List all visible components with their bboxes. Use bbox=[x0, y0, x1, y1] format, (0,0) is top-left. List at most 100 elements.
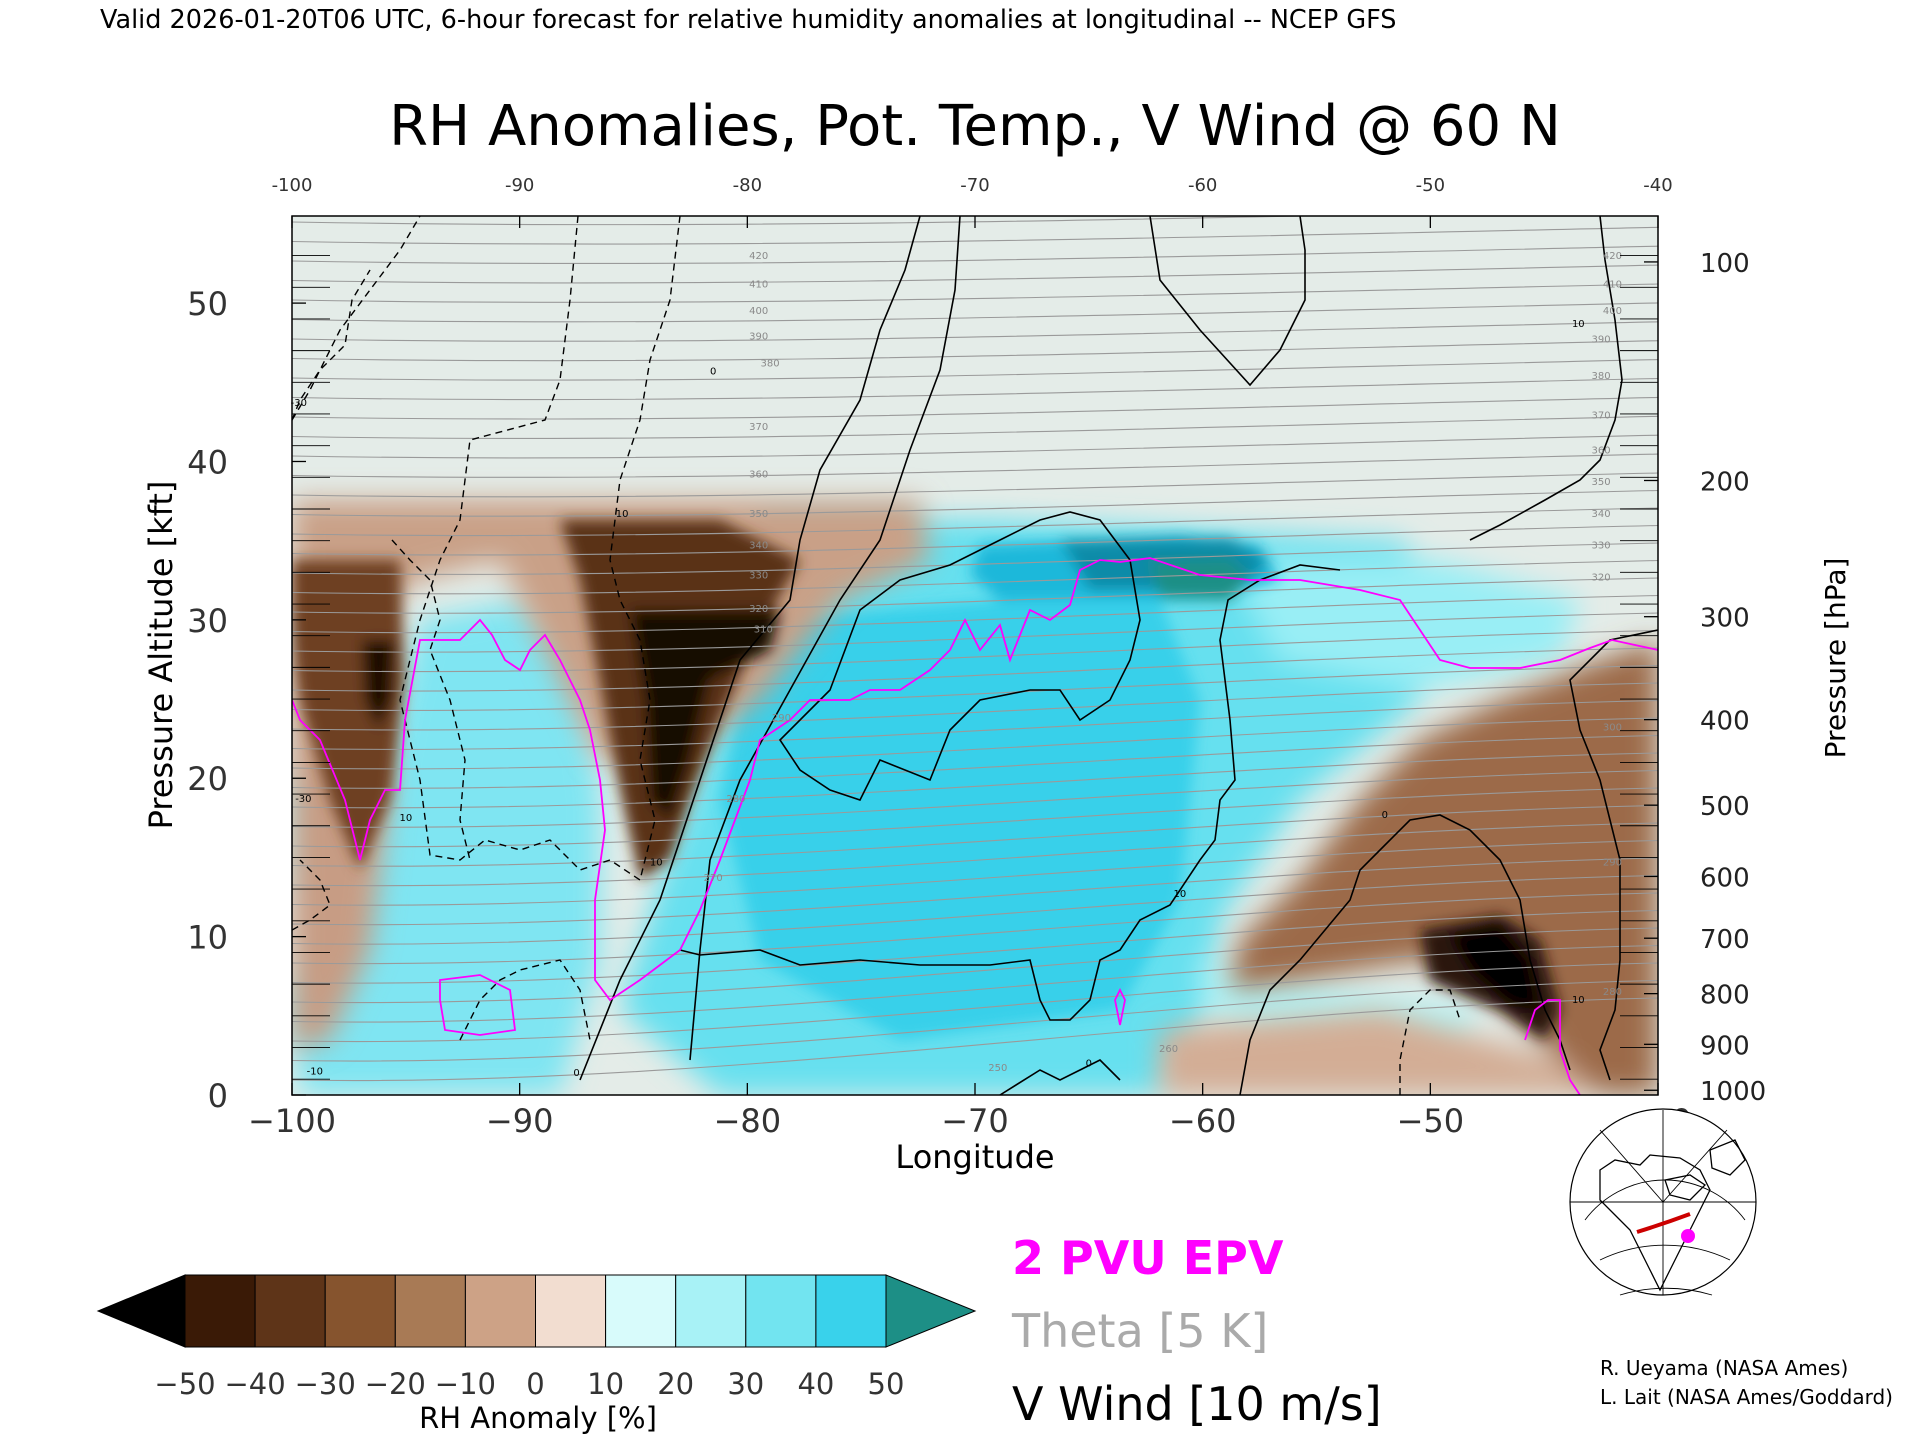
theta-isentrope bbox=[292, 472, 1658, 498]
valid-line: Valid 2026-01-20T06 UTC, 6-hour forecast… bbox=[100, 5, 1397, 35]
theta-label: 270 bbox=[704, 873, 723, 884]
theta-label: 400 bbox=[1603, 306, 1622, 317]
x-top-tick-label: -90 bbox=[505, 175, 534, 196]
rh-moist-core bbox=[720, 600, 1200, 1040]
theta-isentrope bbox=[292, 434, 1658, 459]
theta-isentrope bbox=[292, 415, 1658, 440]
wind-label: 10 bbox=[1174, 889, 1187, 900]
wind-label: -30 bbox=[295, 794, 311, 805]
y-left-tick-label: 20 bbox=[187, 760, 228, 798]
x-axis-label: Longitude bbox=[895, 1138, 1054, 1176]
theta-isentrope bbox=[292, 787, 1658, 848]
theta-isentrope bbox=[292, 944, 1658, 1023]
theta-label: 360 bbox=[749, 469, 768, 480]
wind-contour-dashed bbox=[292, 216, 421, 421]
epv-contours bbox=[292, 557, 1658, 1095]
wind-contour-dashed bbox=[399, 216, 681, 882]
colorbar-tick-label: −50 bbox=[154, 1367, 215, 1401]
wind-label: 10 bbox=[616, 509, 629, 520]
theta-isentrope bbox=[292, 927, 1658, 1004]
wind-label: 0 bbox=[710, 366, 716, 377]
wind-contour-dashed bbox=[459, 959, 591, 1041]
x-tick-label: −80 bbox=[714, 1102, 782, 1140]
theta-isentrope bbox=[292, 396, 1658, 420]
x-tick-label: −100 bbox=[248, 1102, 336, 1140]
inset-map-marker bbox=[1681, 1229, 1695, 1243]
theta-isentrope bbox=[292, 822, 1658, 887]
legend-epv: 2 PVU EPV bbox=[1012, 1231, 1284, 1285]
colorbar-swatch bbox=[324, 1274, 396, 1348]
colorbar-swatch bbox=[815, 1274, 887, 1348]
wind-contour bbox=[1149, 216, 1306, 387]
theta-label: 310 bbox=[754, 625, 773, 636]
wind-contour-dashed bbox=[292, 859, 331, 931]
pressure-tick-marks bbox=[292, 255, 1658, 1080]
colorbar-ticks: −50 −40 −30 −20 −10 0 10 20 30 40 50 bbox=[154, 1367, 904, 1401]
wind-contour bbox=[579, 216, 921, 1081]
theta-isentrope bbox=[292, 962, 1658, 1043]
theta-isentrope bbox=[292, 524, 1658, 556]
wind-label: 0 bbox=[1086, 1058, 1092, 1069]
theta-isentrope bbox=[292, 226, 1658, 245]
y-left-tick-label: 0 bbox=[208, 1077, 228, 1115]
y-right-tick-label: 100 bbox=[1700, 249, 1750, 279]
rh-dry-right-core2 bbox=[1450, 925, 1540, 1010]
colorbar-swatch bbox=[184, 1274, 256, 1348]
wind-contour bbox=[1469, 216, 1623, 541]
theta-isentrope bbox=[292, 359, 1658, 381]
colorbar-swatch bbox=[394, 1274, 466, 1348]
colorbar-arrow-high bbox=[885, 1274, 977, 1348]
colorbar-tick-label: 20 bbox=[657, 1367, 694, 1401]
colorbar-tick-label: 50 bbox=[868, 1367, 905, 1401]
y-right-tick-label: 200 bbox=[1700, 467, 1750, 497]
theta-label: 350 bbox=[1592, 477, 1611, 488]
theta-isentrope bbox=[292, 734, 1658, 789]
theta-label: 330 bbox=[1592, 541, 1611, 552]
theta-isentrope bbox=[292, 997, 1658, 1082]
theta-label: 300 bbox=[1603, 723, 1622, 734]
theta-label: 380 bbox=[761, 358, 780, 369]
theta-label: 330 bbox=[749, 571, 768, 582]
x-tick-label: −50 bbox=[1397, 1102, 1465, 1140]
theta-isentrope bbox=[292, 857, 1658, 926]
wind-contour bbox=[689, 216, 961, 1061]
theta-label: 290 bbox=[772, 713, 791, 724]
theta-isentrope bbox=[292, 507, 1658, 537]
x-tick-label: −70 bbox=[941, 1102, 1009, 1140]
theta-isentrope bbox=[292, 664, 1658, 712]
wind-label: 0 bbox=[1382, 810, 1388, 821]
theta-isentrope bbox=[292, 453, 1658, 478]
wind-labels: -30 -30 -10 10 10 0 10 0 0 10 0 10 10 bbox=[291, 319, 1585, 1079]
y-axis-left-label: Pressure Altitude [kft] bbox=[142, 481, 180, 830]
x-top-tick-label: -100 bbox=[272, 175, 313, 196]
y-right-tick-label: 1000 bbox=[1700, 1077, 1766, 1107]
theta-label: 380 bbox=[1592, 371, 1611, 382]
epv-contour bbox=[1524, 999, 1581, 1095]
rh-moist-west bbox=[292, 600, 600, 1095]
theta-label: 360 bbox=[1592, 446, 1611, 457]
theta-isentrope bbox=[292, 647, 1658, 692]
theta-isentrope bbox=[292, 629, 1658, 673]
rh-dry-west-core bbox=[362, 640, 395, 730]
colorbar-label: RH Anomaly [%] bbox=[419, 1401, 657, 1435]
y-left-tick-label: 40 bbox=[187, 443, 228, 481]
colorbar-tick-label: 40 bbox=[797, 1367, 834, 1401]
theta-contours bbox=[292, 216, 1658, 1082]
rh-field bbox=[292, 500, 1658, 1095]
theta-label: 250 bbox=[988, 1063, 1007, 1074]
x-tick-label: −60 bbox=[1169, 1102, 1237, 1140]
theta-isentrope bbox=[292, 283, 1658, 303]
colorbar-swatch bbox=[535, 1274, 607, 1348]
theta-label: 390 bbox=[749, 332, 768, 343]
wind-label: -10 bbox=[307, 1066, 323, 1077]
inset-map-track bbox=[1636, 1212, 1691, 1234]
y-axis-right-ticks: 100 200 300 400 500 600 700 800 900 1000 bbox=[1644, 249, 1766, 1107]
theta-label: 420 bbox=[749, 251, 768, 262]
colorbar-swatch bbox=[605, 1274, 677, 1348]
plot-area: 380 370 360 350 340 330 320 310 290 280 270 250 260 3… bbox=[291, 215, 1659, 1096]
rh-dry-tongue-core bbox=[630, 610, 780, 820]
credit-line-2: L. Lait (NASA Ames/Goddard) bbox=[1600, 1385, 1893, 1409]
y-right-tick-label: 300 bbox=[1700, 604, 1750, 634]
epv-contour bbox=[439, 974, 517, 1036]
